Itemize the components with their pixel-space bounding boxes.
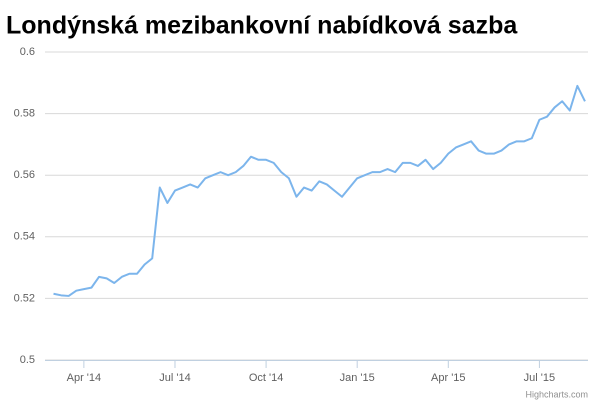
x-tick-label: Apr '15 — [431, 372, 466, 384]
x-tick-label: Oct '14 — [249, 372, 284, 384]
series-line — [53, 84, 586, 297]
y-tick-label: 0.56 — [14, 169, 35, 181]
credits: Highcharts.com — [525, 389, 588, 399]
x-tick-label: Jan '15 — [340, 372, 375, 384]
y-tick-label: 0.58 — [14, 108, 35, 120]
x-tick-label: Jul '15 — [524, 372, 555, 384]
chart-title: Londýnská mezibankovní nabídková sazba — [6, 12, 518, 40]
y-tick-label: 0.5 — [20, 354, 35, 366]
y-tick-label: 0.54 — [14, 231, 35, 243]
x-tick-label: Apr '14 — [67, 372, 102, 384]
y-tick-label: 0.6 — [20, 46, 35, 58]
y-tick-label: 0.52 — [14, 292, 35, 304]
x-tick-label: Jul '14 — [159, 372, 190, 384]
